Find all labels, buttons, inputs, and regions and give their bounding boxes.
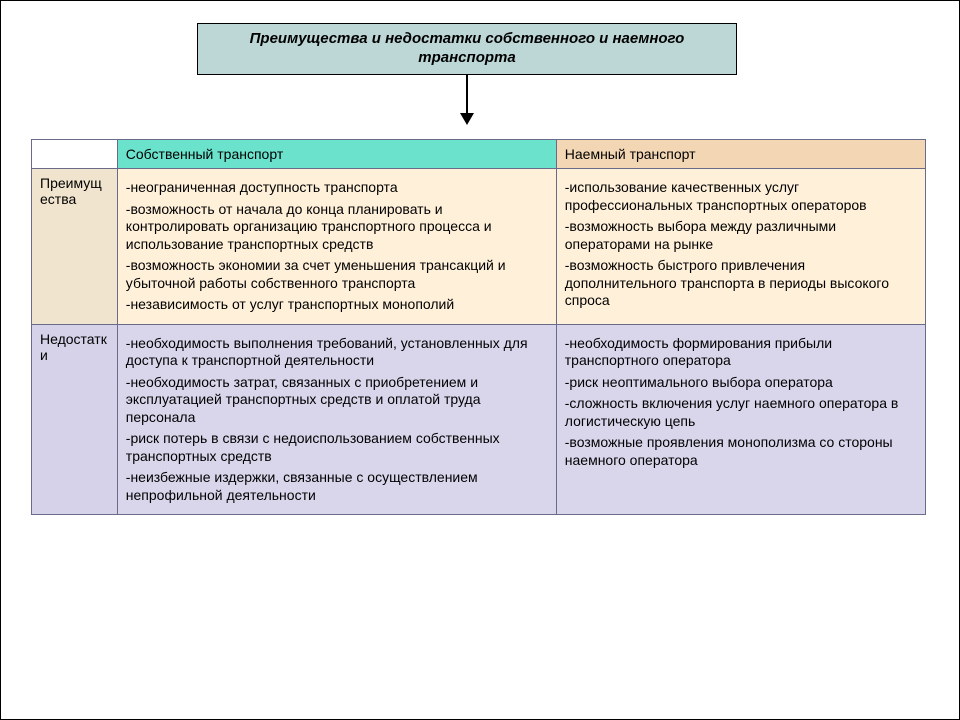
comparison-table: Собственный транспорт Наемный транспорт … [31,139,926,515]
header-hired-transport: Наемный транспорт [556,140,925,169]
advantages-own-cell: -неограниченная доступность транспорта -в… [117,169,556,325]
disadvantages-own-cell: -необходимость выполнения требований, ус… [117,324,556,515]
list-item: -неограниченная доступность транспорта [126,179,548,197]
disadvantages-label: Недостатки [32,324,118,515]
list-item: -возможность выбора между различными опе… [565,218,917,253]
list-item: -использование качественных услуг профес… [565,179,917,214]
header-own-transport: Собственный транспорт [117,140,556,169]
list-item: -сложность включения услуг наемного опер… [565,395,917,430]
list-item: -возможность от начала до конца планиров… [126,201,548,254]
arrow-down [465,75,469,123]
list-item: -возможность быстрого привлечения дополн… [565,257,917,310]
list-item: -независимость от услуг транспортных мон… [126,296,548,314]
title-box: Преимущества и недостатки собственного и… [197,23,737,75]
table-header-row: Собственный транспорт Наемный транспорт [32,140,926,169]
advantages-label: Преимущества [32,169,118,325]
list-item: -необходимость формирования прибыли тран… [565,335,917,370]
list-item: -возможность экономии за счет уменьшения… [126,257,548,292]
header-empty [32,140,118,169]
list-item: -неизбежные издержки, связанные с осущес… [126,469,548,504]
page-title: Преимущества и недостатки собственного и… [208,30,726,68]
disadvantages-hired-cell: -необходимость формирования прибыли тран… [556,324,925,515]
disadvantages-row: Недостатки -необходимость выполнения тре… [32,324,926,515]
arrow-line [466,75,468,115]
list-item: -риск неоптимального выбора оператора [565,374,917,392]
arrow-head-icon [460,113,474,125]
list-item: -необходимость затрат, связанных с приоб… [126,374,548,427]
list-item: -риск потерь в связи с недоиспользование… [126,430,548,465]
list-item: -возможные проявления монополизма со сто… [565,434,917,469]
advantages-row: Преимущества -неограниченная доступность… [32,169,926,325]
list-item: -необходимость выполнения требований, ус… [126,335,548,370]
advantages-hired-cell: -использование качественных услуг профес… [556,169,925,325]
